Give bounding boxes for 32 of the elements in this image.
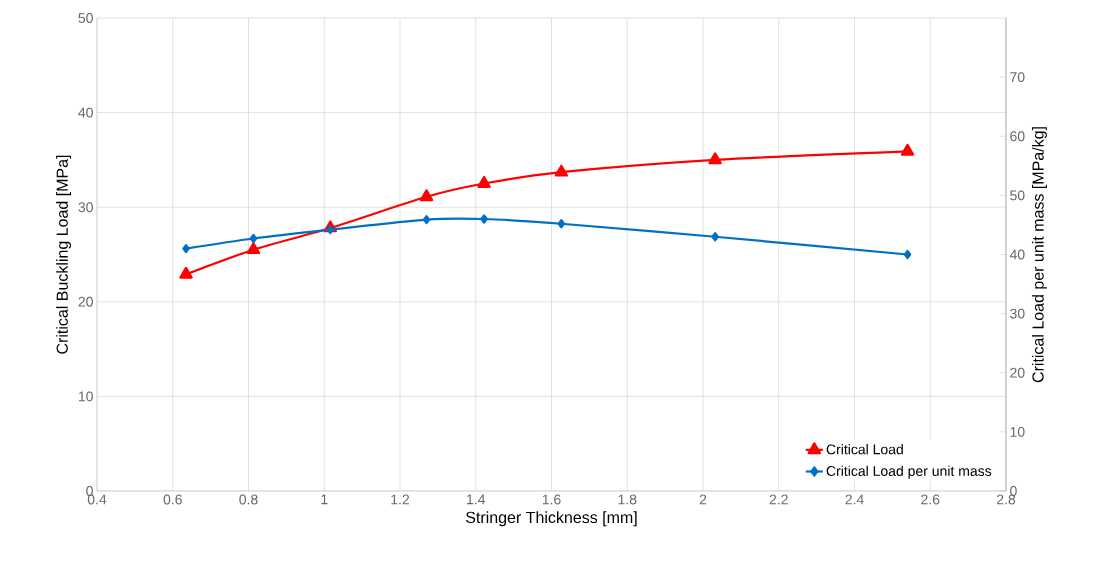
y2-tick-label: 10: [1010, 426, 1025, 437]
x-tick-label: 1.2: [391, 494, 410, 505]
x-tick-label: 1.8: [618, 494, 637, 505]
x-tick-label: 2.4: [845, 494, 864, 505]
x-tick-label: 2.6: [921, 494, 940, 505]
x-axis-title: Stringer Thickness [mm]: [465, 511, 637, 527]
y-tick-label: 50: [78, 13, 93, 23]
y2-axis-title: Critical Load per unit mass [MPa/kg]: [1031, 127, 1047, 383]
y2-tick-label: 0: [1010, 486, 1017, 496]
legend-label: Critical Load: [826, 444, 903, 455]
x-tick-label: 0.8: [239, 494, 258, 505]
x-tick-label: 0.4: [87, 494, 107, 505]
y-tick-label: 40: [78, 107, 93, 118]
y-tick-label: 0: [86, 486, 93, 496]
x-tick-label: 2: [699, 494, 707, 505]
y2-tick-label: 20: [1010, 367, 1025, 378]
y-tick-label: 10: [78, 391, 93, 402]
y2-tick-label: 70: [1010, 72, 1025, 83]
y2-tick-label: 60: [1010, 131, 1025, 142]
x-tick-label: 0.6: [163, 494, 182, 505]
x-tick-label: 2.8: [996, 494, 1016, 505]
x-tick-label: 1: [321, 494, 328, 505]
y-axis-title: Critical Buckling Load [MPa]: [56, 155, 72, 354]
x-tick-label: 1.6: [542, 494, 561, 505]
legend-label: Critical Load per unit mass: [826, 465, 992, 479]
y-tick-label: 20: [78, 296, 93, 307]
y2-tick-label: 40: [1009, 249, 1025, 260]
y-tick-label: 30: [78, 202, 93, 213]
x-tick-label: 1.4: [467, 494, 486, 505]
y2-tick-label: 30: [1010, 308, 1025, 319]
y2-tick-label: 50: [1010, 190, 1025, 201]
x-tick-label: 2.2: [769, 494, 788, 505]
